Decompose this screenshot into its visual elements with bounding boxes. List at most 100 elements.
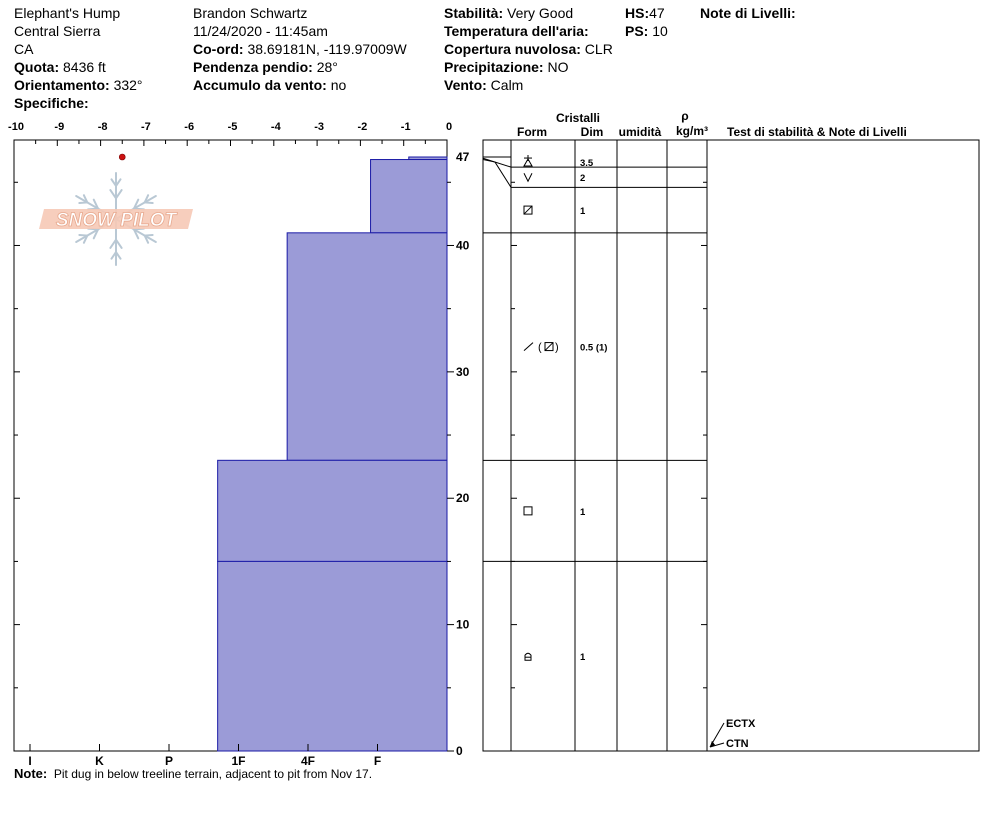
temp-tick-label-1: -9 (54, 121, 64, 133)
air-temperature: Temperatura dell'aria: (444, 23, 589, 39)
header-layer-notes: Note di Livelli: (700, 5, 796, 21)
pit-depth: PS: 10 (625, 23, 668, 39)
location-name: Elephant's Hump (14, 5, 121, 21)
column-header-form: Form (517, 125, 547, 139)
snowflake-branch-4-0-1 (132, 228, 140, 240)
wind-loading: Accumulo da vento: no (193, 77, 347, 93)
layer-size-0: 3.5 (580, 158, 594, 169)
temp-tick-label-7: -3 (314, 121, 324, 133)
hardness-tick-label-0: I (28, 754, 31, 768)
temperature-point-0 (118, 153, 126, 161)
depth-tick-label-2: 20 (456, 491, 470, 505)
layer-size-2: 1 (580, 206, 586, 217)
depth-tick-label-3: 30 (456, 365, 470, 379)
specifics: Specifiche: (14, 95, 89, 111)
hardness-tick-label-2: P (165, 754, 173, 768)
snowflake-branch-0-0-1 (115, 189, 123, 200)
snowflake-branch-5-1-0 (143, 194, 150, 204)
snowflake-branch-1-1-1 (82, 194, 89, 204)
snowflake-branch-0-0-0 (109, 189, 117, 200)
snowflake-branch-5-0-0 (132, 198, 140, 210)
temp-tick-label-3: -7 (141, 121, 151, 133)
temp-tick-label-9: -1 (401, 121, 411, 133)
snowflake-branch-2-1-0 (82, 234, 89, 244)
hardness-layer-3 (217, 459, 448, 562)
grain-form-square-icon (523, 506, 533, 516)
pit-note: Note: Pit dug in below treeline terrain,… (14, 766, 373, 781)
header-middle: Brandon Schwartz 11/24/2020 - 11:45am Co… (193, 4, 407, 94)
elevation: Quota: 8436 ft (14, 59, 106, 75)
cloud-cover: Copertura nuvolosa: CLR (444, 41, 613, 57)
column-header-moisture: umidità (619, 125, 662, 139)
header-left: Elephant's Hump Central Sierra CA Quota:… (14, 4, 143, 112)
snowpilot-logo: SNOW PILOT (39, 172, 193, 266)
temp-tick-label-10: 0 (446, 121, 452, 133)
snowflake-branch-3-0-1 (109, 238, 117, 249)
snowflake-branch-2-0-0 (92, 228, 100, 240)
grain-form-boxslash-icon (523, 205, 533, 215)
hardness-layer-1 (370, 159, 448, 234)
temp-tick-label-4: -6 (184, 121, 194, 133)
aspect: Orientamento: 332° (14, 77, 143, 93)
hardness-layer-4 (217, 560, 448, 752)
grain-form-precip-icon (523, 155, 533, 167)
observer-name: Brandon Schwartz (193, 5, 308, 21)
snowflake-branch-1-0-1 (92, 198, 100, 210)
column-header-tests: Test di stabilità & Note di Livelli (727, 125, 907, 139)
stability: Stabilità: Very Good (444, 5, 574, 21)
depth-tick-label-5: 47 (456, 150, 470, 164)
test-arrow-1 (710, 741, 715, 747)
logo-banner (39, 209, 193, 229)
coordinates: Co-ord: 38.69181N, -119.97009W (193, 41, 407, 57)
layer-size-4: 1 (580, 507, 586, 518)
snowflake-branch-3-0-0 (115, 238, 123, 249)
test-label-ectx: ECTX (726, 718, 756, 730)
snowflake-branch-5-1-1 (143, 201, 154, 205)
grain-form-cup-icon (524, 652, 532, 661)
test-label-ctn: CTN (726, 738, 749, 750)
slope-angle: Pendenza pendio: 28° (193, 59, 338, 75)
state: CA (14, 41, 34, 57)
header-depths: HS:47 PS: 10 (625, 4, 668, 40)
hardness-tick-label-1: K (95, 754, 104, 768)
layer-connectors (482, 156, 512, 562)
wind: Vento: Calm (444, 77, 524, 93)
layer-size-1: 2 (580, 173, 585, 184)
logo-text: SNOW PILOT (56, 210, 178, 231)
column-header-crystals: Cristalli (556, 111, 600, 125)
hardness-tick-label-4: 4F (301, 754, 315, 768)
mountain-range: Central Sierra (14, 23, 101, 39)
temp-tick-label-8: -2 (358, 121, 368, 133)
depth-tick-label-0: 0 (456, 744, 463, 758)
hardness-tick-label-3: 1F (231, 754, 245, 768)
layer-size-3: 0.5 (1) (580, 343, 607, 354)
snow-height: HS:47 (625, 5, 665, 21)
hardness-tick-label-5: F (374, 754, 381, 768)
precipitation: Precipitazione: NO (444, 59, 569, 75)
snowflake-branch-1-1-0 (78, 201, 89, 205)
hardness-layer-2 (286, 232, 448, 461)
temp-tick-label-5: -5 (228, 121, 238, 133)
snowflake-branch-3-1-0 (115, 251, 122, 260)
layer-size-5: 1 (580, 652, 586, 663)
snowflake-branch-4-1-1 (143, 234, 150, 244)
grain-secondary-paren-close: ) (555, 342, 559, 354)
temp-tick-label-6: -4 (271, 121, 282, 133)
snowflake-branch-4-1-0 (143, 233, 154, 237)
test-pointer-1 (709, 742, 725, 748)
snowflake-branch-3-1-1 (110, 251, 117, 260)
grain-form-v-icon (523, 172, 533, 183)
grain-form-mixed-icon (523, 342, 554, 352)
temp-tick-label-0: -10 (8, 121, 24, 133)
snowflake-branch-2-1-1 (78, 233, 89, 237)
layer-table: Cristalli Form Dim umidità ρkg/m³ Test di sta… (482, 109, 980, 752)
temp-tick-label-2: -8 (98, 121, 108, 133)
observation-datetime: 11/24/2020 - 11:45am (193, 23, 328, 39)
column-header-rho: ρ (681, 109, 688, 123)
table-frame (482, 139, 980, 752)
header-conditions: Stabilità: Very Good Temperatura dell'ar… (444, 4, 613, 94)
snowflake-branch-0-1-1 (115, 178, 122, 187)
column-header-size: Dim (581, 125, 604, 139)
